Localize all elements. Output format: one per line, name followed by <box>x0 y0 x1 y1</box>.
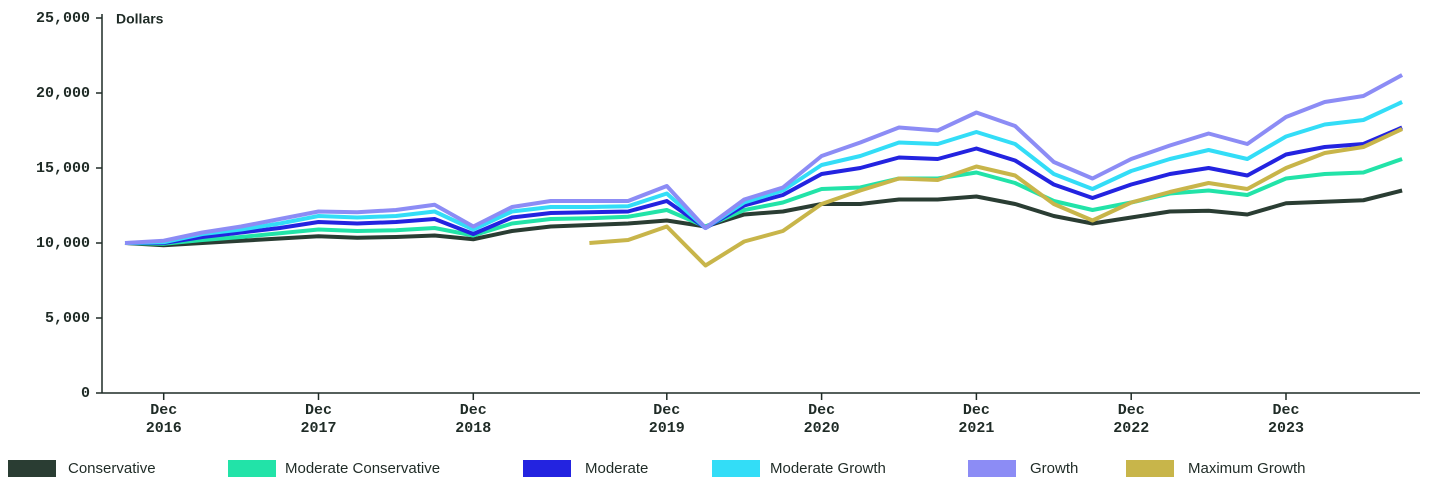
legend-label: Growth <box>1030 460 1078 477</box>
y-tick-label: 20,000 <box>36 85 90 102</box>
series-line <box>124 188 1403 248</box>
axis-label: Dollars <box>116 11 164 27</box>
legend-label: Conservative <box>68 460 156 477</box>
legend-swatch <box>228 460 276 477</box>
legend-label: Moderate Conservative <box>285 460 440 477</box>
x-tick-label: Dec 2020 <box>804 402 840 437</box>
legend-swatch <box>8 460 56 477</box>
series-line <box>124 73 1404 245</box>
x-tick-label: Dec 2016 <box>146 402 182 437</box>
y-tick-label: 25,000 <box>36 10 90 27</box>
y-tick-label: 15,000 <box>36 160 90 177</box>
x-tick-label: Dec 2019 <box>649 402 685 437</box>
series-line <box>125 125 1403 245</box>
x-tick-label: Dec 2021 <box>958 402 994 437</box>
x-tick-label: Dec 2017 <box>300 402 336 437</box>
legend-label: Maximum Growth <box>1188 460 1306 477</box>
series-line <box>589 127 1403 268</box>
legend-label: Moderate <box>585 460 648 477</box>
x-tick-label: Dec 2023 <box>1268 402 1304 437</box>
y-tick-label: 10,000 <box>36 235 90 252</box>
legend-swatch <box>1126 460 1174 477</box>
series-line <box>124 157 1403 246</box>
legend-swatch <box>968 460 1016 477</box>
y-tick-label: 0 <box>81 385 90 402</box>
legend-label: Moderate Growth <box>770 460 886 477</box>
series-line <box>124 100 1403 245</box>
x-tick-label: Dec 2018 <box>455 402 491 437</box>
legend-swatch <box>523 460 571 477</box>
x-tick-label: Dec 2022 <box>1113 402 1149 437</box>
y-tick-label: 5,000 <box>45 310 90 327</box>
legend-swatch <box>712 460 760 477</box>
